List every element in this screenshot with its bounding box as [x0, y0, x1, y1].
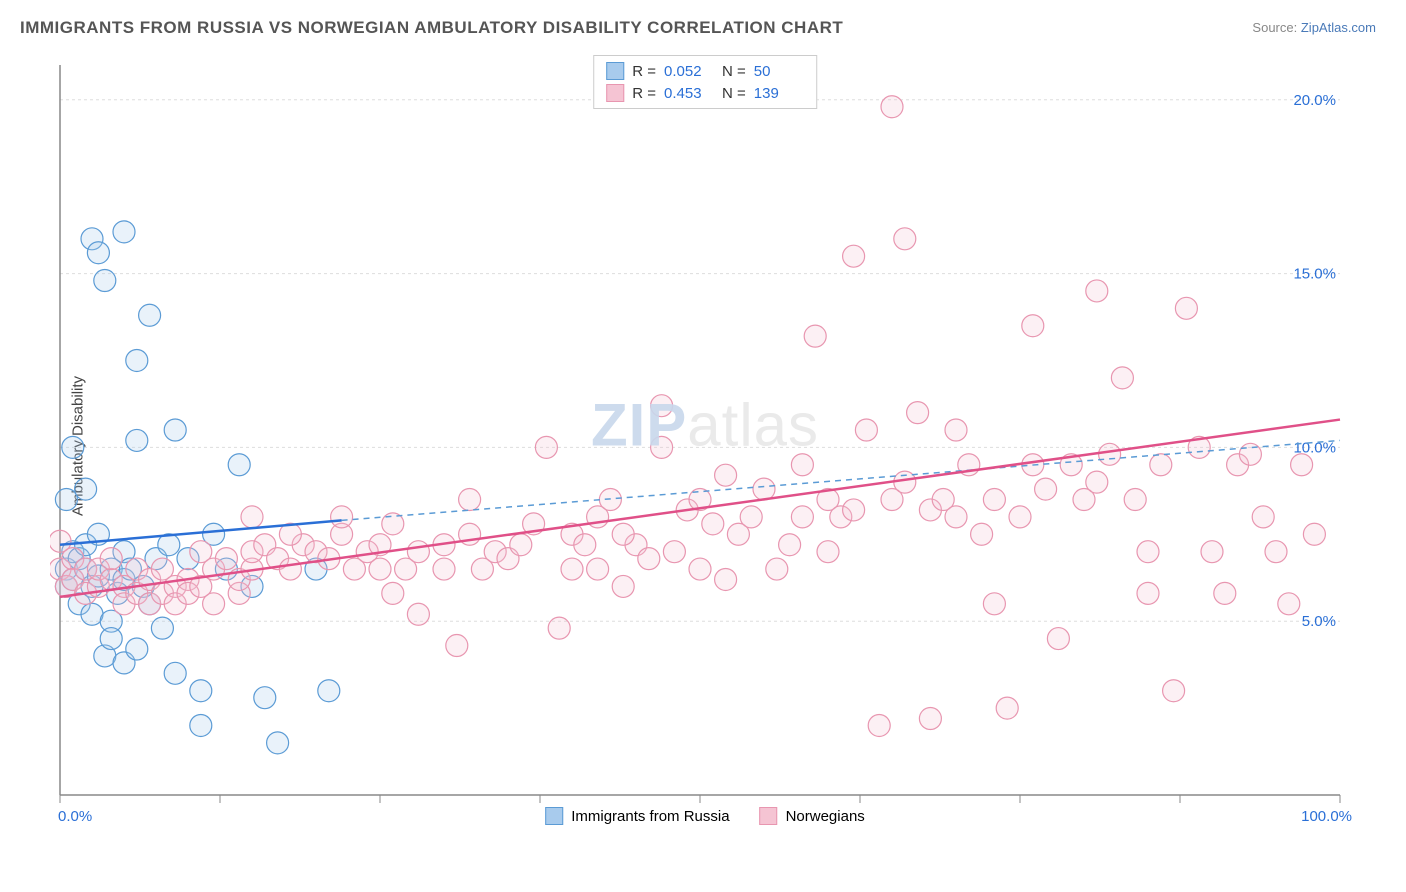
legend-stats: R =0.052 N =50 R =0.453 N =139	[593, 55, 817, 109]
chart-title: IMMIGRANTS FROM RUSSIA VS NORWEGIAN AMBU…	[20, 18, 843, 38]
svg-text:15.0%: 15.0%	[1293, 266, 1336, 283]
chart-area: ZIPatlas 5.0%10.0%15.0%20.0% R =0.052 N …	[50, 55, 1360, 825]
x-axis-max-label: 100.0%	[1301, 808, 1352, 825]
legend-stat-row: R =0.052 N =50	[602, 60, 808, 82]
source-link[interactable]: ZipAtlas.com	[1301, 20, 1376, 35]
svg-text:5.0%: 5.0%	[1302, 613, 1336, 630]
legend-stat-row: R =0.453 N =139	[602, 82, 808, 104]
scatter-plot: 5.0%10.0%15.0%20.0%	[50, 55, 1360, 825]
x-axis-min-label: 0.0%	[58, 808, 92, 825]
legend-item: Immigrants from Russia	[545, 807, 729, 825]
svg-text:20.0%: 20.0%	[1293, 92, 1336, 109]
legend-item: Norwegians	[760, 807, 865, 825]
source-label: Source: ZipAtlas.com	[1252, 20, 1376, 35]
legend-series: Immigrants from Russia Norwegians	[545, 807, 865, 825]
